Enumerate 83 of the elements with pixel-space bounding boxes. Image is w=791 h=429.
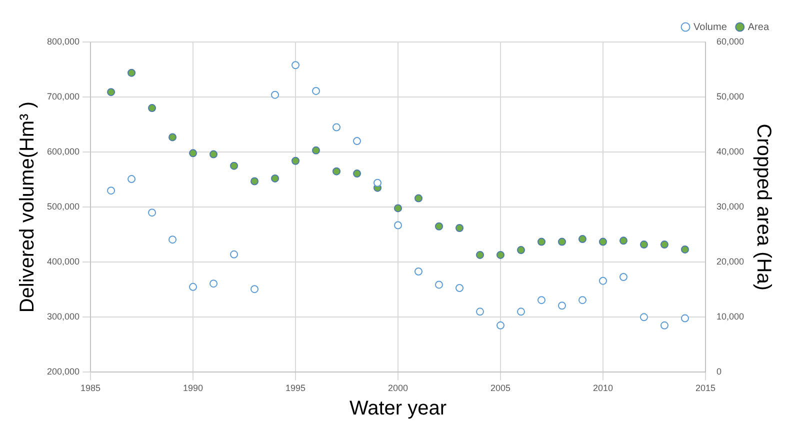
point	[578, 296, 586, 304]
y2-axis-title: Cropped area (Ha)	[752, 124, 774, 290]
point	[435, 222, 443, 230]
point	[516, 246, 525, 254]
x-tick-label: 1990	[183, 383, 204, 394]
y-tick-label: 600,000	[46, 146, 80, 157]
point	[619, 272, 628, 281]
point	[455, 284, 464, 292]
point	[250, 177, 259, 186]
point	[148, 208, 156, 217]
point	[230, 162, 238, 170]
point	[168, 133, 177, 142]
point	[148, 104, 156, 112]
point	[168, 236, 177, 244]
point	[271, 90, 280, 99]
point	[312, 86, 320, 95]
x-tick-label: 2005	[490, 383, 511, 394]
y-tick-label: 500,000	[46, 202, 80, 212]
point	[558, 302, 566, 310]
point	[537, 238, 546, 246]
legend-label: Volume	[694, 22, 728, 33]
legend-label: Area	[748, 22, 770, 33]
y2-tick-label: 10,000	[716, 312, 744, 322]
y2-tick-label: 30,000	[716, 202, 744, 212]
point	[374, 178, 382, 187]
point	[516, 308, 525, 316]
x-tick-label: 1985	[80, 383, 101, 394]
point	[496, 250, 504, 259]
point	[578, 235, 586, 244]
point	[292, 156, 300, 165]
point	[128, 68, 136, 77]
y2-tick-label: 60,000	[716, 36, 744, 46]
point	[476, 308, 484, 316]
point	[353, 137, 362, 146]
point	[680, 245, 689, 254]
point	[660, 240, 668, 249]
point	[435, 280, 443, 289]
point	[619, 236, 628, 245]
point	[107, 186, 116, 195]
point	[271, 174, 280, 182]
x-axis-title: Water year	[349, 398, 447, 420]
point	[558, 238, 566, 246]
y-tick-label: 400,000	[46, 256, 80, 267]
point	[537, 296, 546, 304]
y2-tick-label: 50,000	[716, 92, 744, 102]
point	[496, 321, 504, 330]
point	[250, 285, 259, 294]
point	[292, 61, 300, 70]
point	[312, 146, 320, 154]
point	[640, 313, 648, 322]
point	[107, 88, 116, 96]
point	[680, 314, 689, 322]
y-tick-label: 800,000	[46, 36, 80, 46]
y-tick-label: 700,000	[46, 92, 80, 102]
y-tick-label: 300,000	[46, 312, 80, 322]
x-tick-label: 2015	[695, 383, 716, 394]
point	[210, 280, 218, 288]
point	[598, 238, 607, 246]
y-tick-label: 200,000	[46, 366, 80, 377]
y-axis-title: Delivered volume(Hm³ )	[16, 102, 39, 313]
point	[414, 267, 422, 276]
x-tick-label: 1995	[285, 383, 306, 394]
point	[353, 170, 362, 178]
point	[332, 123, 341, 132]
point	[230, 250, 238, 258]
point	[660, 321, 668, 330]
point	[210, 150, 218, 158]
y2-tick-label: 0	[716, 366, 722, 377]
point	[414, 194, 422, 202]
point	[332, 167, 341, 176]
point	[394, 204, 402, 212]
point	[128, 175, 136, 184]
x-tick-label: 2010	[592, 383, 613, 394]
point	[640, 240, 648, 249]
y2-tick-label: 40,000	[716, 146, 744, 157]
y2-tick-label: 20,000	[716, 256, 744, 267]
point	[189, 149, 198, 158]
point	[455, 224, 464, 232]
point	[394, 221, 402, 230]
point	[189, 282, 198, 291]
point	[598, 276, 607, 285]
point	[476, 250, 484, 259]
x-tick-label: 2000	[388, 383, 408, 394]
